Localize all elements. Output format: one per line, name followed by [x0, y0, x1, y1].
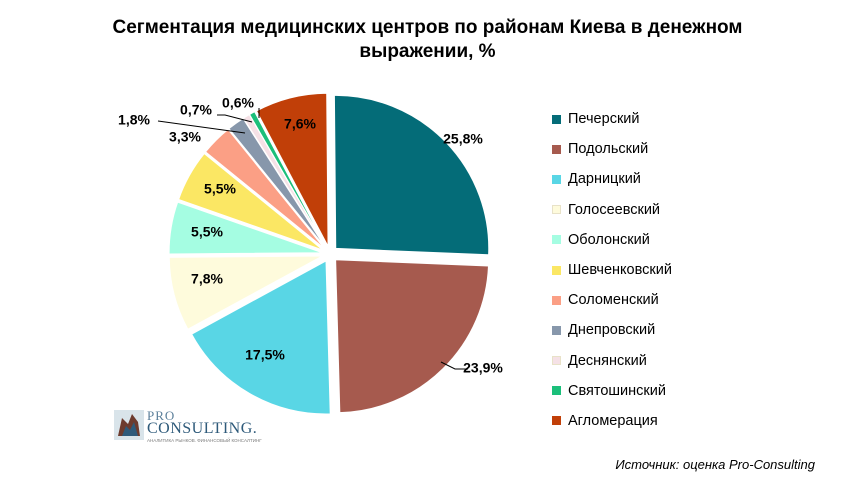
data-label-7: 3,3% [169, 129, 201, 145]
legend-swatch [552, 114, 561, 124]
logo-pro-text: PRO [147, 408, 176, 423]
legend-item: Соломенский [552, 285, 752, 315]
pie-slice-3 [190, 260, 331, 415]
legend-item: Днепровский [552, 315, 752, 345]
legend-swatch [552, 265, 561, 275]
legend-swatch [552, 205, 561, 215]
pie-slice-10 [248, 111, 327, 248]
data-label-1: 25,8% [443, 131, 483, 147]
data-label-3: 17,5% [245, 347, 285, 363]
data-label-11: 7,6% [284, 116, 316, 132]
data-label-8: 1,8% [118, 112, 150, 128]
data-label-6: 5,5% [204, 181, 236, 197]
pie-slice-5 [168, 201, 323, 255]
data-label-9: 0,7% [180, 102, 212, 118]
legend-label: Святошинский [568, 382, 666, 399]
leader-line-8 [157, 120, 246, 134]
legend-label: Голосеевский [568, 201, 661, 218]
legend-item: Агломерация [552, 406, 752, 436]
legend-item: Шевченковский [552, 255, 752, 285]
pie-slice-8 [228, 117, 326, 248]
legend-label: Дарницкий [568, 171, 641, 188]
legend-swatch [552, 144, 561, 154]
chart-legend: Печерский Подольский Дарницкий Голосеевский… [552, 104, 752, 436]
data-label-4: 7,8% [191, 271, 223, 287]
data-label-5: 5,5% [191, 224, 223, 240]
legend-swatch [552, 174, 561, 184]
legend-label: Подольский [568, 141, 649, 158]
pie-slice-11 [255, 92, 329, 247]
legend-swatch [552, 416, 561, 426]
logo-tagline: АНАЛИТИКА РЫНКОВ. ФИНАНСОВЫЙ КОНСАЛТИНГ [147, 438, 262, 443]
legend-item: Деснянский [552, 346, 752, 376]
chart-title: Сегментация медицинских центров по район… [112, 17, 743, 62]
pie-slice-7 [204, 128, 325, 249]
pie-slice-6 [177, 152, 324, 251]
legend-item: Святошинский [552, 376, 752, 406]
legend-item: Подольский [552, 134, 752, 164]
legend-label: Печерский [568, 111, 640, 128]
logo-consulting-text: CONSULTING. [147, 420, 258, 437]
leader-line-9 [217, 114, 253, 123]
legend-label: Деснянский [568, 352, 647, 369]
data-label-10: 0,6% [222, 95, 254, 111]
logo-mark-icon [114, 410, 144, 440]
legend-swatch [552, 356, 561, 366]
legend-swatch [552, 325, 561, 335]
legend-label: Соломенский [568, 292, 659, 309]
source-note: Источник: оценка Pro-Consulting [615, 457, 815, 472]
pie-slice-4 [168, 255, 323, 330]
legend-item: Печерский [552, 104, 752, 134]
legend-swatch [552, 386, 561, 396]
leader-line-2 [440, 361, 468, 370]
pie-slice-1 [333, 94, 490, 256]
pro-consulting-logo: PRO CONSULTING. АНАЛИТИКА РЫНКОВ. ФИНАНС… [114, 408, 284, 444]
legend-label: Шевченковский [568, 262, 672, 279]
legend-swatch [552, 295, 561, 305]
legend-label: Агломерация [568, 412, 658, 429]
legend-label: Оболонский [568, 231, 650, 248]
data-label-2: 23,9% [463, 360, 503, 376]
legend-label: Днепровский [568, 322, 656, 339]
legend-item: Голосеевский [552, 195, 752, 225]
pie-slice-2 [335, 259, 490, 414]
legend-swatch [552, 235, 561, 245]
legend-item: Оболонский [552, 225, 752, 255]
legend-item: Дарницкий [552, 164, 752, 194]
